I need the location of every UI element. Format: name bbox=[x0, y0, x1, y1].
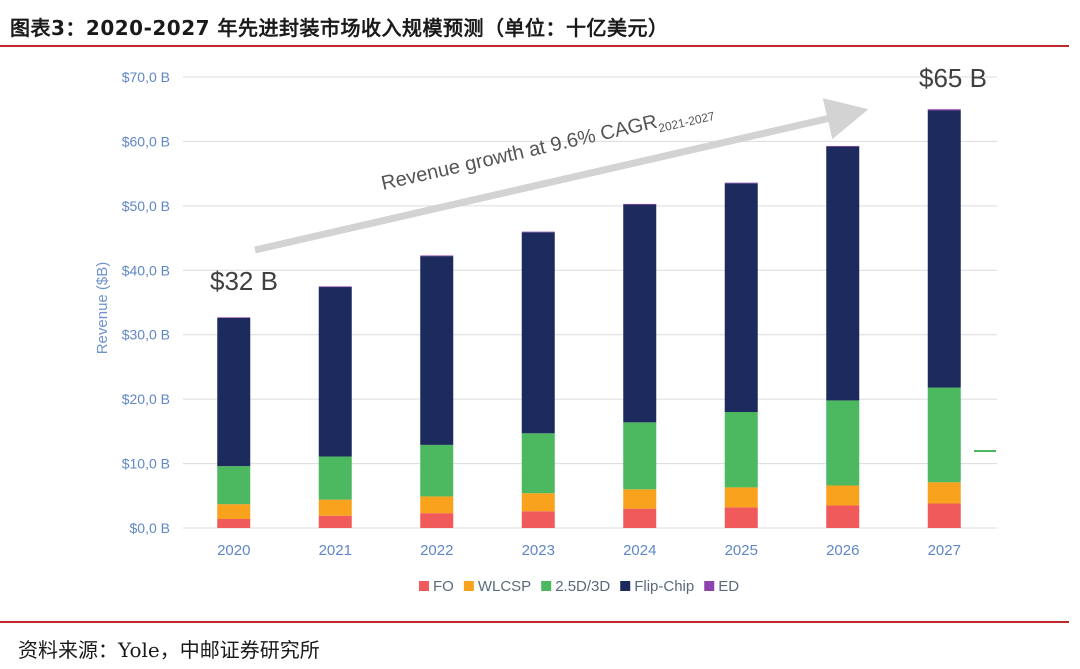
bar-segment-ed bbox=[623, 203, 657, 205]
bar-segment-2-5d-3d bbox=[420, 444, 454, 497]
bar-segment-flip-chip bbox=[623, 204, 657, 423]
bar-segment-fo bbox=[826, 505, 860, 528]
y-tick-label: $10,0 B bbox=[122, 456, 170, 472]
legend-label: WLCSP bbox=[478, 578, 531, 595]
bar-segment-flip-chip bbox=[318, 287, 352, 457]
bar-segment-2-5d-3d bbox=[318, 456, 352, 500]
y-tick-label: $40,0 B bbox=[122, 262, 170, 278]
x-tick-label: 2021 bbox=[319, 542, 352, 559]
legend-label: 2.5D/3D bbox=[555, 578, 610, 595]
bar-segment-fo bbox=[623, 508, 657, 528]
bar-segment-2-5d-3d bbox=[623, 422, 657, 490]
growth-annotation-sub: 2021-2027 bbox=[657, 109, 716, 135]
legend-swatch bbox=[463, 581, 474, 591]
bar-segment-ed bbox=[521, 231, 555, 233]
bar-segment-ed bbox=[724, 182, 758, 184]
x-tick-label: 2020 bbox=[217, 542, 250, 559]
bar-segment-ed bbox=[826, 145, 860, 147]
grid-lines bbox=[183, 76, 997, 529]
x-axis: 2020 2021 2022 2023 2024 2025 2026 2027 bbox=[217, 542, 961, 559]
bar-segment-flip-chip bbox=[217, 317, 251, 467]
y-tick-label: $30,0 B bbox=[122, 327, 170, 343]
bottom-divider bbox=[0, 621, 1069, 623]
bar-segment-ed bbox=[420, 255, 454, 257]
top-divider bbox=[0, 45, 1069, 47]
y-tick-label: $20,0 B bbox=[122, 391, 170, 407]
y-tick-label: $60,0 B bbox=[122, 133, 170, 149]
x-tick-label: 2027 bbox=[928, 542, 961, 559]
bar-segment-2-5d-3d bbox=[927, 387, 961, 483]
bar-segment-flip-chip bbox=[521, 232, 555, 434]
growth-arrow bbox=[254, 98, 869, 254]
bar-segment-wlcsp bbox=[927, 482, 961, 504]
bar-segment-fo bbox=[927, 503, 961, 528]
source-note: 资料来源：Yole，中邮证券研究所 bbox=[18, 638, 320, 662]
bar-segment-fo bbox=[217, 518, 251, 528]
x-tick-label: 2026 bbox=[826, 542, 859, 559]
bar-segment-2-5d-3d bbox=[826, 400, 860, 486]
bar-segment-flip-chip bbox=[927, 110, 961, 388]
x-tick-label: 2024 bbox=[623, 542, 656, 559]
legend-swatch bbox=[541, 581, 552, 591]
y-tick-label: $50,0 B bbox=[122, 198, 170, 214]
bar-segment-wlcsp bbox=[217, 504, 251, 519]
bar-segment-flip-chip bbox=[420, 256, 454, 445]
legend-label: ED bbox=[718, 578, 739, 595]
bar-segment-flip-chip bbox=[724, 183, 758, 413]
bar-segment-ed bbox=[318, 286, 352, 288]
bars bbox=[217, 109, 961, 528]
revenue-chart: $0,0 B $10,0 B $20,0 B $30,0 B $40,0 B $50,0 … bbox=[94, 63, 997, 595]
page-title: 图表3：2020-2027 年先进封装市场收入规模预测（单位：十亿美元） bbox=[10, 16, 669, 40]
legend-swatch bbox=[620, 581, 631, 591]
bar-segment-wlcsp bbox=[521, 493, 555, 512]
bar-segment-fo bbox=[318, 515, 352, 528]
bar-segment-fo bbox=[420, 513, 454, 528]
y-tick-label: $0,0 B bbox=[130, 520, 170, 536]
title-bar: 图表3：2020-2027 年先进封装市场收入规模预测（单位：十亿美元） bbox=[0, 0, 1080, 46]
legend-swatch bbox=[419, 581, 429, 591]
bar-segment-ed bbox=[927, 109, 961, 111]
bar-segment-wlcsp bbox=[318, 499, 352, 516]
bar-segment-fo bbox=[724, 507, 758, 528]
y-axis-label: Revenue ($B) bbox=[94, 262, 111, 355]
bar-segment-ed bbox=[217, 317, 251, 318]
end-value-annotation: $65 B bbox=[919, 63, 987, 93]
bar-segment-wlcsp bbox=[826, 485, 860, 506]
start-value-annotation: $32 B bbox=[210, 266, 278, 296]
bar-segment-wlcsp bbox=[420, 496, 454, 514]
legend: FO WLCSP 2.5D/3D Flip-Chip ED bbox=[419, 578, 739, 595]
legend-label: FO bbox=[433, 578, 454, 595]
growth-annotation-text: Revenue growth at 9.6% CAGR bbox=[379, 111, 659, 195]
bar-segment-wlcsp bbox=[724, 487, 758, 508]
x-tick-label: 2023 bbox=[522, 542, 555, 559]
x-tick-label: 2025 bbox=[725, 542, 758, 559]
y-tick-label: $70,0 B bbox=[122, 69, 170, 85]
bar-segment-2-5d-3d bbox=[521, 433, 555, 494]
legend-swatch bbox=[704, 581, 715, 591]
bar-segment-fo bbox=[521, 511, 555, 528]
bar-segment-flip-chip bbox=[826, 146, 860, 401]
bar-segment-wlcsp bbox=[623, 489, 657, 509]
y-axis: $0,0 B $10,0 B $20,0 B $30,0 B $40,0 B $50,0 … bbox=[122, 69, 170, 536]
bar-segment-2-5d-3d bbox=[724, 412, 758, 488]
bar-segment-2-5d-3d bbox=[217, 466, 251, 505]
x-tick-label: 2022 bbox=[420, 542, 453, 559]
legend-label: Flip-Chip bbox=[634, 578, 694, 595]
